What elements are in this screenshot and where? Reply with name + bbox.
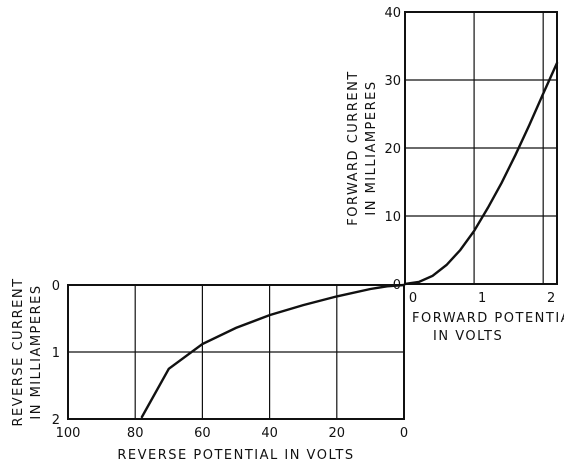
reverse-y-tick-label: 0 — [52, 279, 60, 294]
forward-xlabel-line2: IN VOLTS — [433, 329, 503, 344]
reverse-x-tick-label: 60 — [194, 426, 211, 441]
reverse-y-tick-label: 2 — [52, 413, 60, 428]
reverse-x-tick-label: 100 — [56, 426, 81, 441]
reverse-x-tick-label: 40 — [261, 426, 278, 441]
reverse-ylabel-line2: IN MILLIAMPERES — [29, 284, 44, 419]
forward-x-tick-label: 1 — [478, 291, 486, 306]
forward-x-tick-label: 0 — [409, 291, 417, 306]
reverse-x-tick-label: 20 — [329, 426, 346, 441]
reverse-grid — [68, 285, 404, 419]
forward-ylabel-line2: IN MILLIAMPERES — [364, 80, 379, 215]
forward-curve — [403, 61, 559, 286]
forward-y-tick-label: 40 — [384, 6, 401, 21]
reverse-xlabel: REVERSE POTENTIAL IN VOLTS — [117, 448, 354, 463]
forward-y-tick-label: 20 — [384, 142, 401, 157]
forward-grid — [405, 12, 557, 284]
reverse-curve — [140, 283, 406, 419]
reverse-x-tick-label: 80 — [127, 426, 144, 441]
reverse-tick-labels: 100 80 60 40 20 0 0 1 2 — [52, 279, 408, 441]
forward-y-tick-label: 10 — [384, 210, 401, 225]
reverse-y-tick-label: 1 — [52, 346, 60, 361]
reverse-x-tick-label: 0 — [400, 426, 408, 441]
forward-ylabel-line1: FORWARD CURRENT — [346, 70, 361, 225]
reverse-chart: 100 80 60 40 20 0 0 1 2 REVERSE CURRENT IN MILLI… — [11, 277, 408, 463]
reverse-ylabel-line1: REVERSE CURRENT — [11, 277, 26, 426]
forward-xlabel: FORWARD POTENTIAL — [412, 311, 564, 326]
forward-y-tick-label: 30 — [384, 74, 401, 89]
forward-x-tick-label: 2 — [547, 291, 555, 306]
